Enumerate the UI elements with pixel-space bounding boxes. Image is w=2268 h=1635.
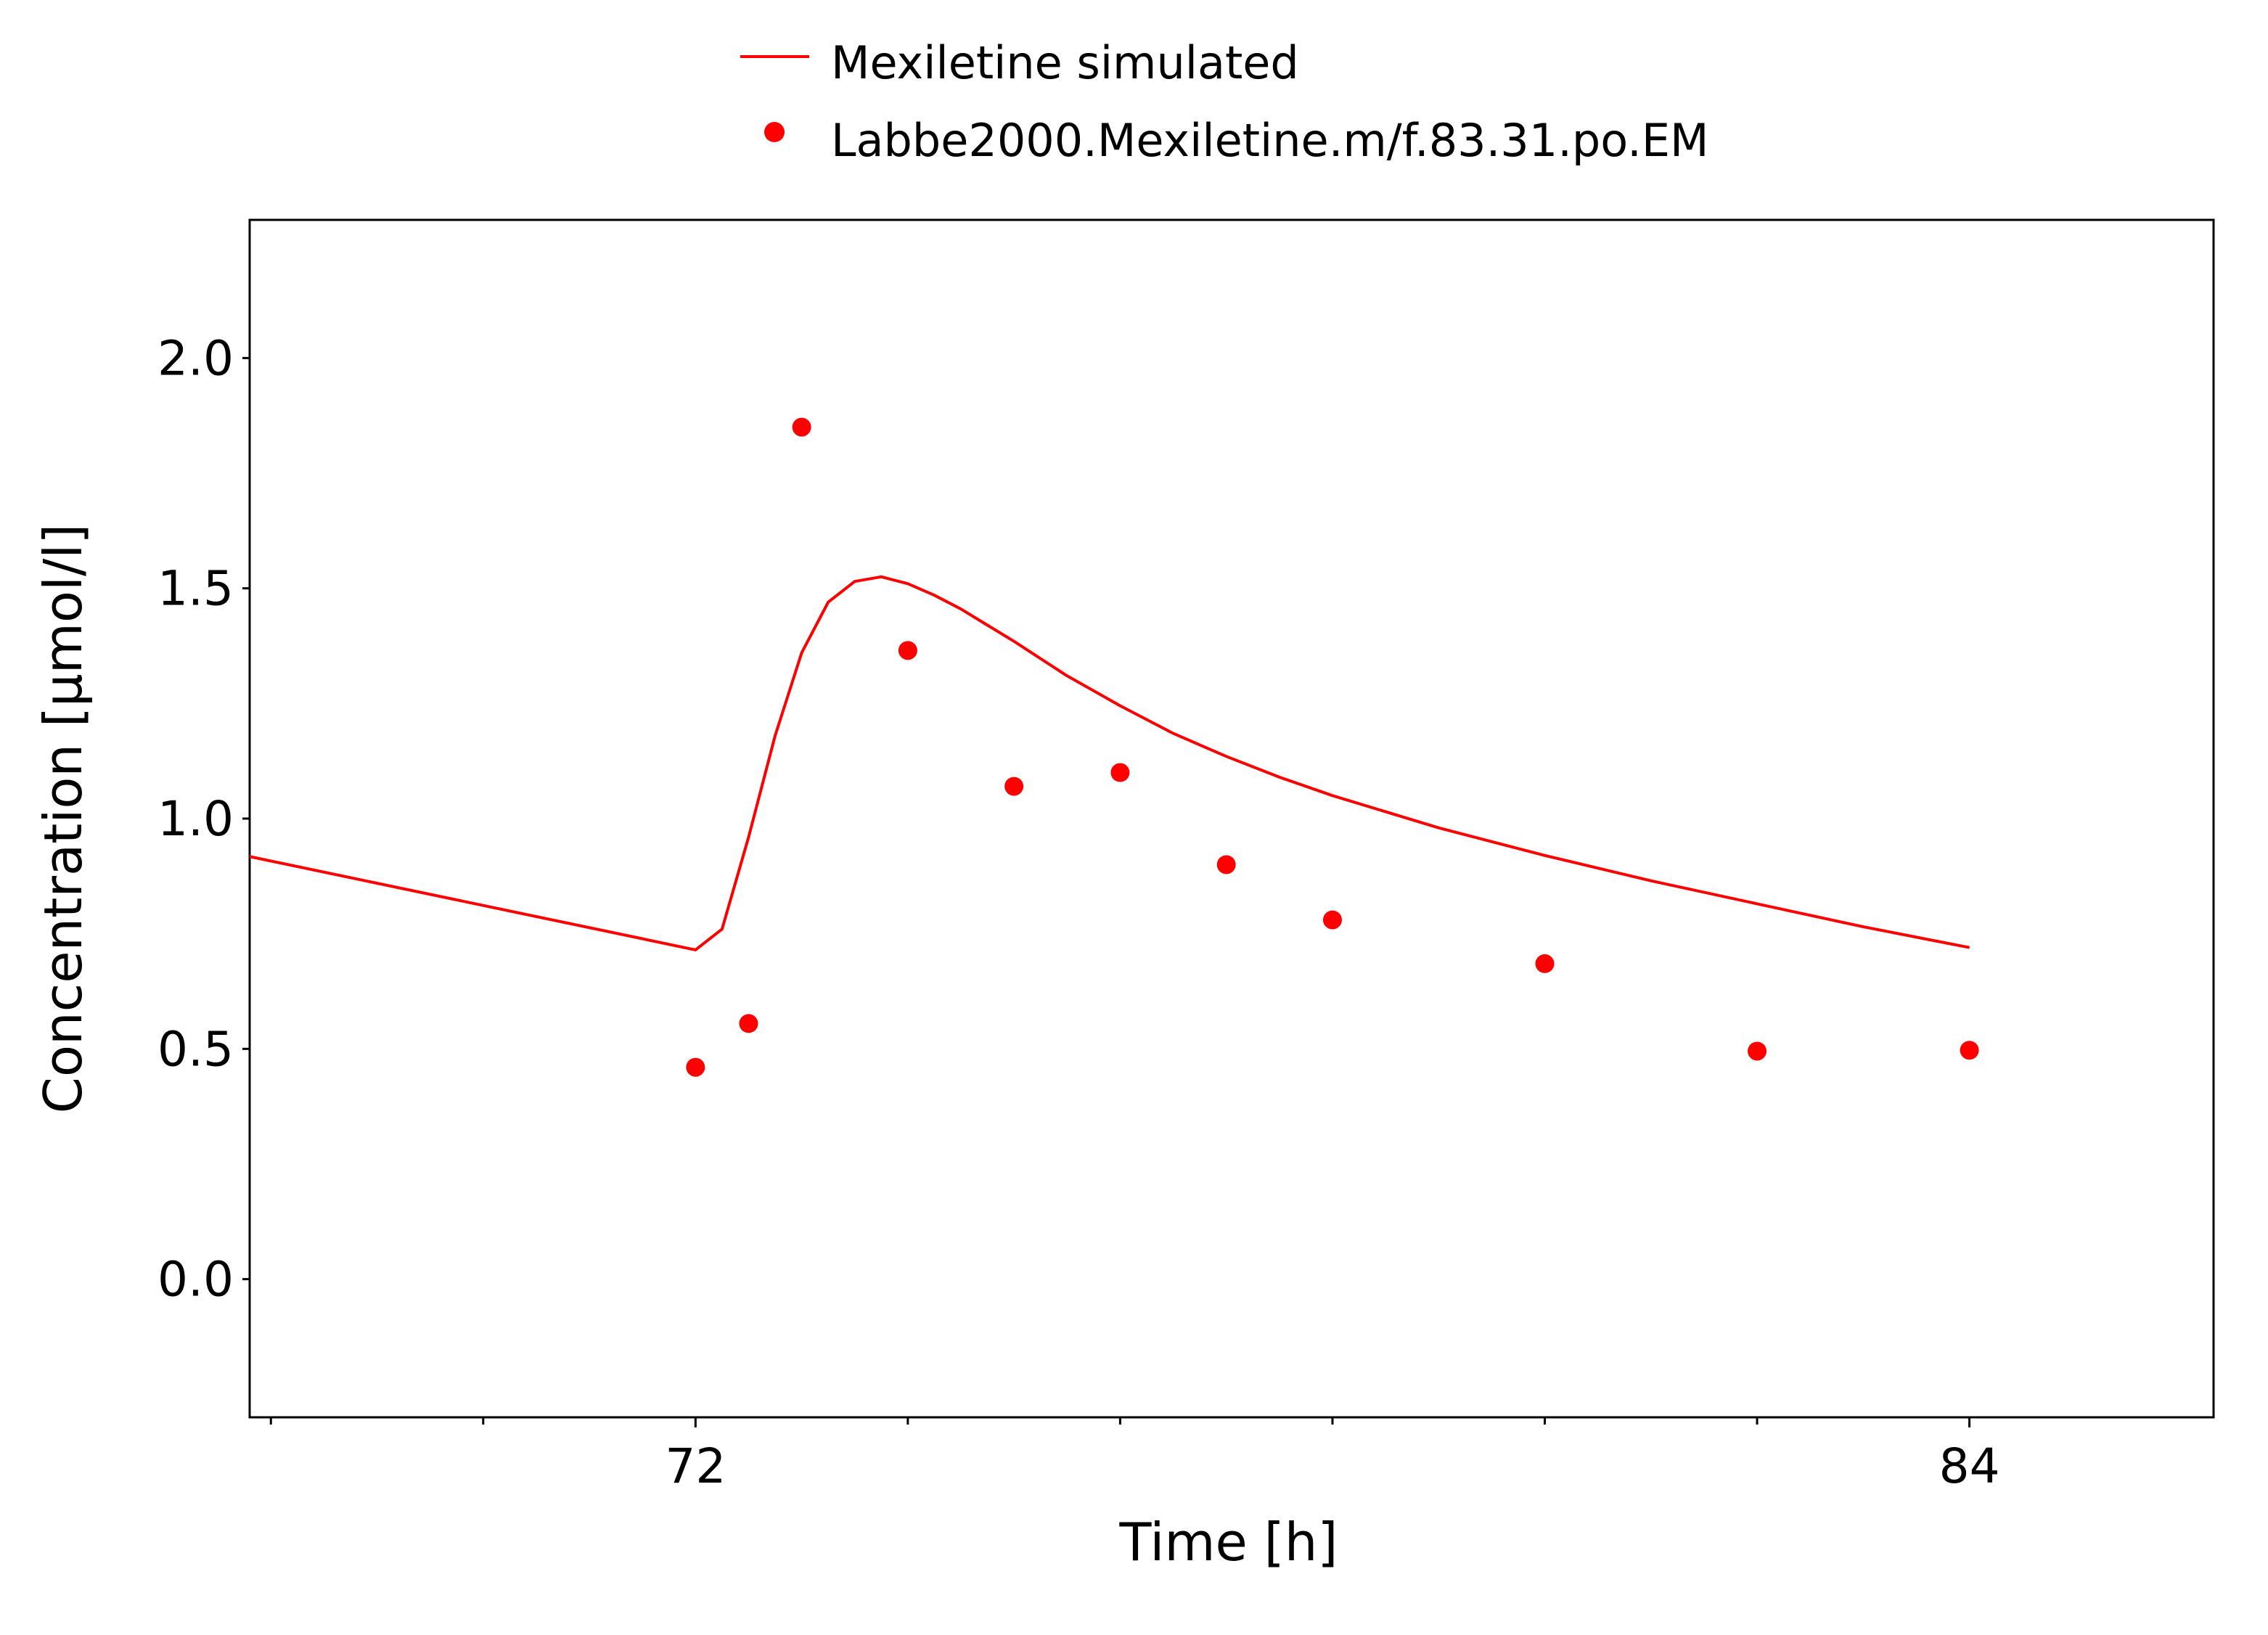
- observed-point: [1960, 1041, 1979, 1060]
- y-tick-label: 1.5: [157, 561, 234, 617]
- observed-series: [686, 417, 1979, 1077]
- x-axis-ticks: 72 84: [269, 1417, 2000, 1494]
- x-tick-label: 84: [1939, 1438, 2000, 1494]
- observed-point: [1216, 855, 1236, 874]
- observed-point: [739, 1014, 758, 1033]
- x-axis-title: Time [h]: [1119, 1512, 1338, 1573]
- y-axis-title: Concentration [µmol/l]: [33, 524, 94, 1114]
- observed-point: [686, 1057, 705, 1077]
- y-tick-label: 0.5: [157, 1021, 234, 1077]
- observed-point: [1535, 954, 1555, 973]
- y-tick-label: 2.0: [157, 330, 234, 386]
- observed-point: [1322, 910, 1342, 930]
- legend-point-swatch: [764, 122, 785, 142]
- y-tick-label: 1.0: [157, 791, 234, 847]
- observed-point: [792, 417, 811, 437]
- plot-area-frame: [248, 218, 2215, 1419]
- simulated-series: [250, 575, 1970, 951]
- y-axis-ticks: 0.0 0.5 1.0 1.5 2.0: [157, 330, 250, 1308]
- observed-point: [1004, 776, 1024, 796]
- legend: Mexiletine simulated Labbe2000.Mexiletin…: [740, 36, 1708, 167]
- observed-point: [1748, 1041, 1767, 1061]
- simulated-line: [250, 575, 1970, 951]
- x-tick-label: 72: [665, 1438, 726, 1494]
- observed-point: [1110, 763, 1130, 782]
- legend-label-simulated: Mexiletine simulated: [831, 36, 1299, 89]
- y-tick-label: 0.0: [157, 1252, 234, 1308]
- observed-point: [898, 641, 917, 660]
- legend-label-observed: Labbe2000.Mexiletine.m/f.83.31.po.EM: [831, 114, 1708, 167]
